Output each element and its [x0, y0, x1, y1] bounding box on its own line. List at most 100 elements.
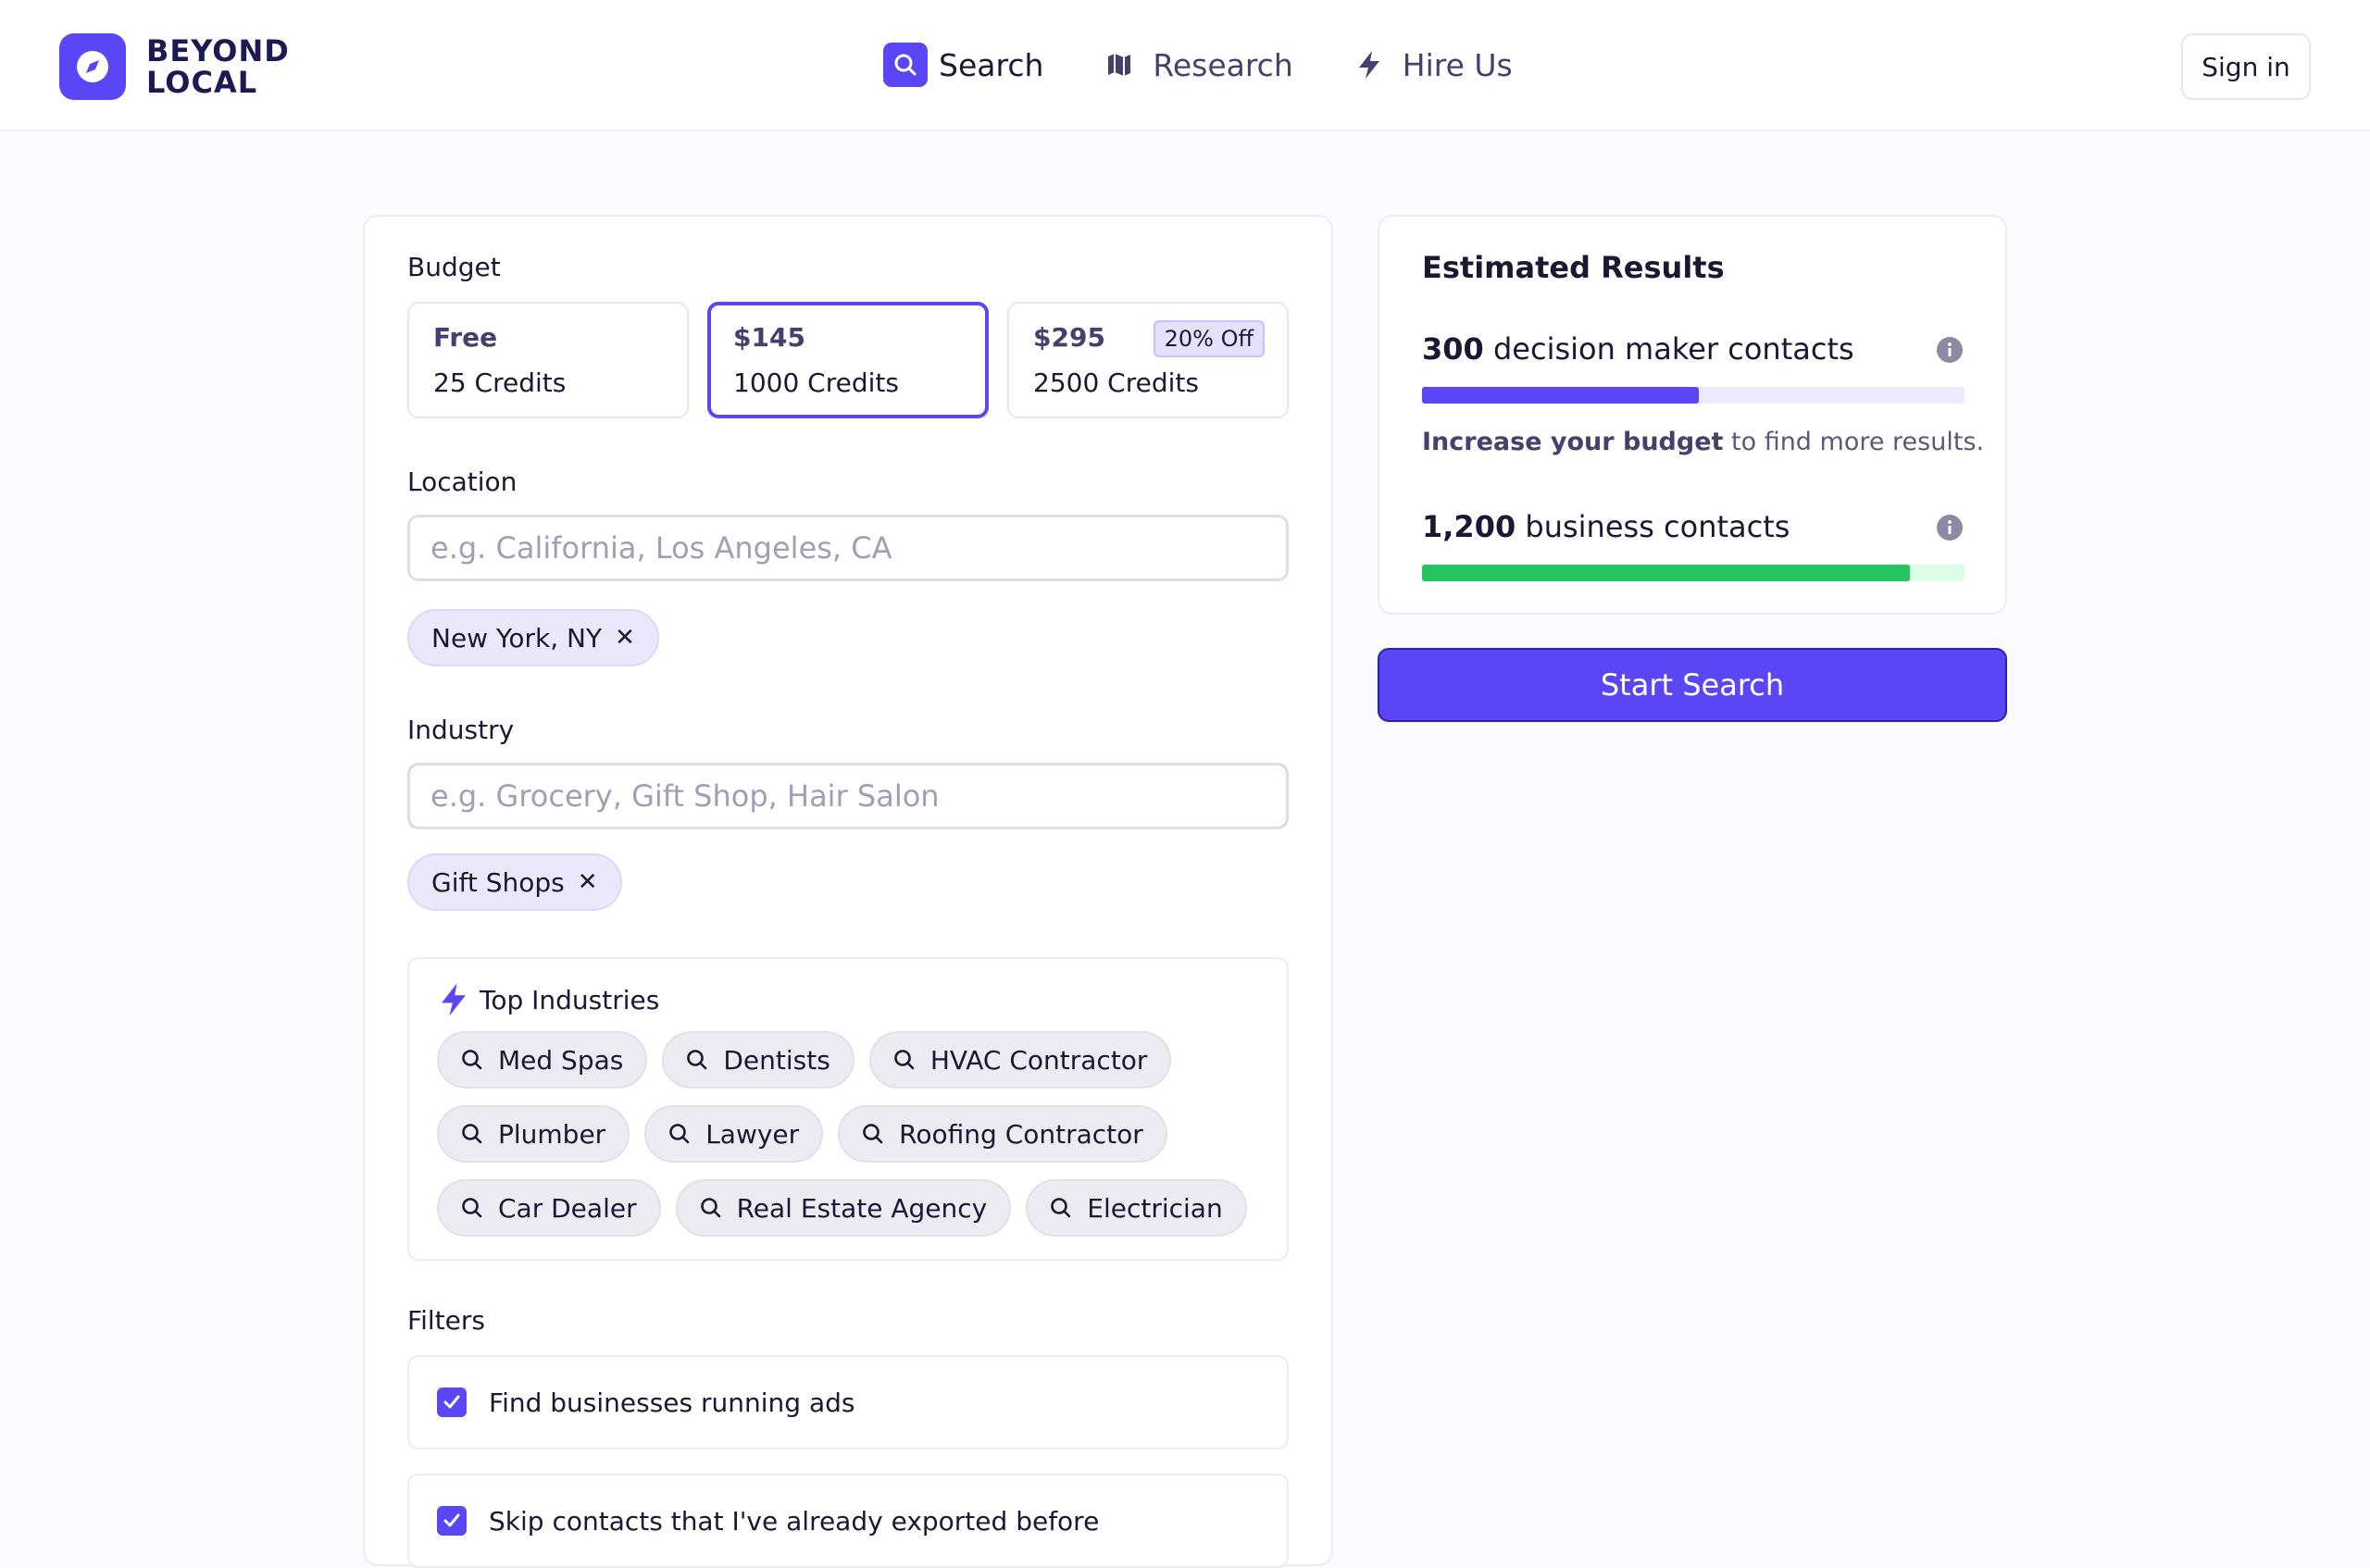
- checkmark-icon: [443, 1513, 460, 1527]
- budget-hint: Increase your budget to find more result…: [1422, 428, 1984, 456]
- suggestion-row: Plumber Lawyer Roofing Contractor: [437, 1105, 1262, 1163]
- info-icon[interactable]: [1935, 513, 1965, 542]
- lightning-icon: [442, 983, 466, 1016]
- search-icon: [462, 1050, 482, 1070]
- budget-price: $145: [733, 322, 805, 353]
- results-title: Estimated Results: [1422, 250, 1725, 285]
- filter-skip-exported[interactable]: Skip contacts that I've already exported…: [407, 1474, 1289, 1568]
- hint-rest: to find more results.: [1723, 428, 1985, 456]
- search-icon: [883, 43, 928, 87]
- search-icon: [462, 1198, 482, 1218]
- suggestion-chip[interactable]: HVAC Contractor: [868, 1031, 1172, 1089]
- budget-credits: 25 Credits: [433, 367, 567, 398]
- business-metric: 1,200 business contacts: [1422, 509, 1968, 544]
- nav-research[interactable]: Research: [1097, 43, 1293, 87]
- suggestion-chip[interactable]: Plumber: [437, 1105, 630, 1163]
- suggestion-chip[interactable]: Roofing Contractor: [838, 1105, 1167, 1163]
- start-search-button[interactable]: Start Search: [1378, 648, 2007, 722]
- search-icon: [1051, 1198, 1071, 1218]
- budget-options: Free 25 Credits $145 1000 Credits $295 2…: [407, 302, 1289, 418]
- suggestion-label: Lawyer: [705, 1118, 800, 1150]
- top-header: BEYOND LOCAL Search Research: [0, 0, 2370, 131]
- checkbox-checked[interactable]: [437, 1506, 467, 1536]
- suggestion-label: Roofing Contractor: [899, 1118, 1143, 1150]
- suggestion-chip[interactable]: Lawyer: [644, 1105, 824, 1163]
- suggestion-label: Electrician: [1087, 1192, 1223, 1224]
- nav-search[interactable]: Search: [883, 43, 1043, 87]
- top-industries-title: Top Industries: [437, 981, 659, 1018]
- hint-bold: Increase your budget: [1422, 428, 1724, 456]
- nav-hire-us-label: Hire Us: [1402, 46, 1513, 83]
- main-nav: Search Research Hire Us: [883, 43, 1566, 87]
- lightning-icon: [1347, 43, 1391, 87]
- discount-badge: 20% Off: [1153, 320, 1265, 357]
- info-icon[interactable]: [1935, 335, 1965, 365]
- suggestion-chip[interactable]: Real Estate Agency: [675, 1179, 1012, 1237]
- suggestion-row: Car Dealer Real Estate Agency Electricia…: [437, 1179, 1262, 1237]
- chip-label: Gift Shops: [431, 866, 565, 898]
- brand-logo[interactable]: BEYOND LOCAL: [59, 33, 405, 100]
- decision-maker-count: 300: [1422, 331, 1484, 367]
- chip-label: New York, NY: [431, 622, 603, 653]
- suggestion-chip[interactable]: Dentists: [662, 1031, 854, 1089]
- search-icon: [687, 1050, 707, 1070]
- filter-label: Find businesses running ads: [489, 1387, 855, 1418]
- search-icon: [669, 1124, 690, 1144]
- industry-input[interactable]: [407, 763, 1289, 829]
- budget-price: Free: [433, 322, 498, 353]
- search-icon: [863, 1124, 883, 1144]
- budget-option-free[interactable]: Free 25 Credits: [407, 302, 689, 418]
- search-icon: [700, 1198, 720, 1218]
- suggestion-label: Real Estate Agency: [736, 1192, 988, 1224]
- business-progress-fill: [1422, 565, 1911, 581]
- business-text: business contacts: [1525, 509, 1790, 544]
- suggestion-label: Dentists: [723, 1044, 830, 1076]
- suggestion-label: HVAC Contractor: [929, 1044, 1148, 1076]
- top-industries-panel: Top Industries Med Spas Dentists HVAC Co…: [407, 957, 1289, 1261]
- budget-option-145[interactable]: $145 1000 Credits: [707, 302, 989, 418]
- search-icon: [894, 1050, 915, 1070]
- budget-price: $295: [1033, 322, 1105, 353]
- decision-maker-progress: [1422, 387, 1965, 404]
- nav-hire-us[interactable]: Hire Us: [1347, 43, 1513, 87]
- top-industries-label: Top Industries: [480, 984, 660, 1015]
- close-icon[interactable]: ✕: [615, 624, 635, 652]
- search-icon: [462, 1124, 482, 1144]
- decision-maker-metric: 300 decision maker contacts: [1422, 331, 1968, 367]
- business-progress: [1422, 565, 1965, 581]
- suggestion-label: Car Dealer: [498, 1192, 637, 1224]
- suggestion-chip[interactable]: Electrician: [1026, 1179, 1247, 1237]
- budget-option-295[interactable]: $295 20% Off 2500 Credits: [1007, 302, 1289, 418]
- compass-icon: [59, 33, 126, 100]
- filter-label: Skip contacts that I've already exported…: [489, 1505, 1100, 1537]
- industry-chip: Gift Shops ✕: [407, 853, 622, 911]
- search-form-card: Budget Free 25 Credits $145 1000 Credits…: [363, 215, 1333, 1568]
- brand-wordmark: BEYOND LOCAL: [146, 35, 405, 98]
- estimated-results-card: Estimated Results 300 decision maker con…: [1378, 215, 2007, 615]
- location-input[interactable]: [407, 515, 1289, 581]
- suggestion-chip[interactable]: Med Spas: [437, 1031, 648, 1089]
- filters-label: Filters: [407, 1305, 485, 1336]
- industry-suggestions: Med Spas Dentists HVAC Contractor Plumbe…: [437, 1031, 1262, 1253]
- location-label: Location: [407, 467, 518, 497]
- close-icon[interactable]: ✕: [577, 868, 598, 896]
- map-icon: [1097, 43, 1141, 87]
- filter-running-ads[interactable]: Find businesses running ads: [407, 1355, 1289, 1450]
- nav-research-label: Research: [1153, 46, 1293, 83]
- budget-credits: 2500 Credits: [1033, 367, 1199, 398]
- business-count: 1,200: [1422, 509, 1516, 544]
- checkbox-checked[interactable]: [437, 1388, 467, 1417]
- suggestion-label: Plumber: [498, 1118, 606, 1150]
- suggestion-chip[interactable]: Car Dealer: [437, 1179, 661, 1237]
- suggestion-row: Med Spas Dentists HVAC Contractor: [437, 1031, 1262, 1089]
- budget-label: Budget: [407, 252, 501, 282]
- suggestion-label: Med Spas: [498, 1044, 624, 1076]
- location-chip: New York, NY ✕: [407, 609, 659, 666]
- decision-maker-text: decision maker contacts: [1492, 331, 1854, 367]
- brand-line-2: LOCAL: [146, 65, 258, 100]
- sign-in-button[interactable]: Sign in: [2181, 33, 2311, 100]
- decision-maker-progress-fill: [1422, 387, 1699, 404]
- budget-credits: 1000 Credits: [733, 367, 899, 398]
- brand-line-1: BEYOND: [146, 33, 290, 68]
- industry-label: Industry: [407, 715, 515, 745]
